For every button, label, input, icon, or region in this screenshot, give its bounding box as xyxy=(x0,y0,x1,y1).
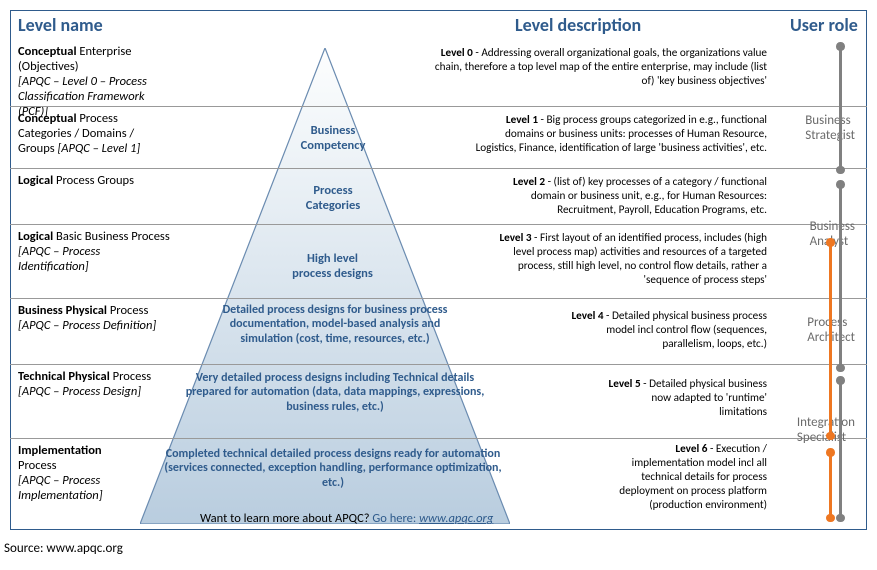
level-desc-3: Level 3 - First layout of an identified … xyxy=(477,231,767,287)
level-desc-6: Level 6 - Execution / implementation mod… xyxy=(617,442,767,512)
bar-strategist xyxy=(839,46,842,170)
role-bars xyxy=(823,42,853,526)
pyramid-label-6: Completed technical detailed process des… xyxy=(160,447,506,490)
level-name-6: Implementation Process [APQC – Process I… xyxy=(18,443,138,503)
row-level-0: Conceptual Enterprise (Objectives) [APQC… xyxy=(10,40,867,106)
col-header-level-name: Level name xyxy=(18,10,103,40)
row-level-6: Implementation Process [APQC – Process I… xyxy=(10,438,867,518)
level-name-1: Conceptual Process Categories / Domains … xyxy=(18,111,173,156)
apqc-link[interactable]: www.apqc.org xyxy=(419,511,493,526)
col-header-user-role: User role xyxy=(790,10,858,40)
pyramid-label-3: High levelprocess designs xyxy=(255,251,410,281)
pyramid-label-5: Very detailed process designs including … xyxy=(180,371,490,414)
bar-integration-2 xyxy=(829,452,832,518)
pyramid-label-4: Detailed process designs for business pr… xyxy=(205,303,465,346)
row-level-2: Logical Process Groups ProcessCategories… xyxy=(10,168,867,224)
row-level-5: Technical Physical Process [APQC – Proce… xyxy=(10,364,867,438)
source-line: Source: www.apqc.org xyxy=(4,541,123,556)
row-level-4: Business Physical Process [APQC – Proces… xyxy=(10,298,867,364)
level-name-4: Business Physical Process [APQC – Proces… xyxy=(18,303,173,333)
row-level-1: Conceptual Process Categories / Domains … xyxy=(10,106,867,168)
rows-container: Conceptual Enterprise (Objectives) [APQC… xyxy=(10,40,867,530)
level-name-3: Logical Basic Business Process [APQC – P… xyxy=(18,229,173,274)
col-header-level-desc: Level description xyxy=(515,10,641,40)
level-desc-1: Level 1 - Big process groups categorized… xyxy=(467,113,767,155)
pyramid-label-1: BusinessCompetency xyxy=(283,123,383,153)
level-desc-2: Level 2 - (list of) key processes of a c… xyxy=(477,175,767,217)
level-name-2: Logical Process Groups xyxy=(18,173,173,188)
header-row: Level name Level description User role xyxy=(10,10,867,40)
footer-text: Want to learn more about APQC? Go here: … xyxy=(200,511,493,526)
level-name-5: Technical Physical Process [APQC – Proce… xyxy=(18,369,173,399)
bar-architect xyxy=(829,242,832,436)
level-desc-4: Level 4 - Detailed physical business pro… xyxy=(562,309,767,351)
bar-analyst xyxy=(839,184,842,368)
level-desc-0: Level 0 - Addressing overall organizatio… xyxy=(427,46,767,88)
level-desc-5: Level 5 - Detailed physical business now… xyxy=(607,377,767,419)
row-level-3: Logical Basic Business Process [APQC – P… xyxy=(10,224,867,298)
pyramid-label-2: ProcessCategories xyxy=(278,183,388,213)
bar-integration-1 xyxy=(839,380,842,518)
